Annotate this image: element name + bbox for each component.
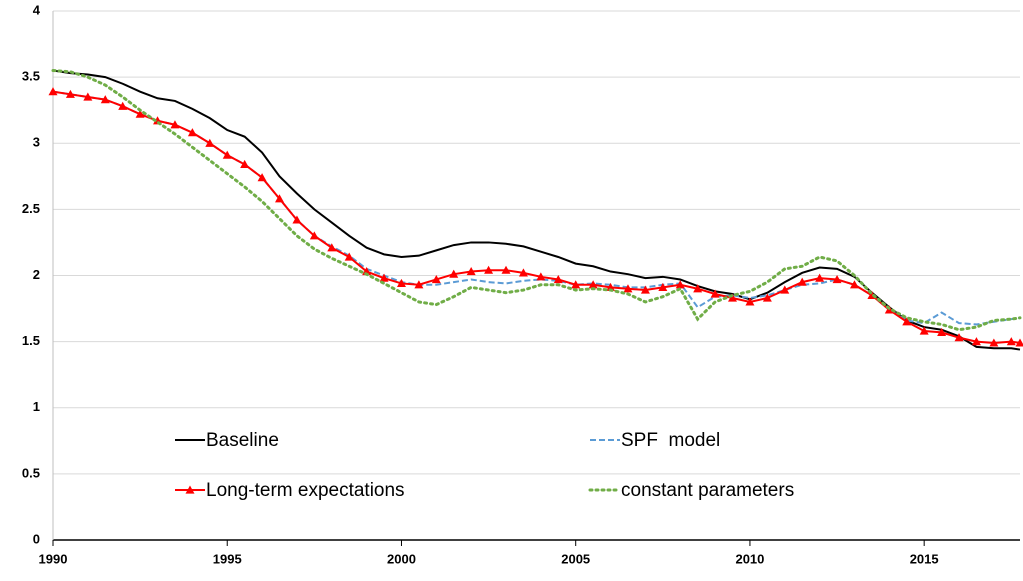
marker [606,282,616,292]
marker [379,273,389,282]
y-tick-label: 2 [33,267,40,282]
marker [937,327,947,336]
marker [466,267,476,276]
series-line [52,90,1021,344]
marker [118,101,128,110]
y-tick-label: 4 [33,2,41,17]
marker [571,280,581,289]
marker [623,284,633,293]
marker [292,215,302,224]
marker [745,297,755,306]
marker [257,173,267,182]
legend-label: Baseline [206,430,279,451]
marker [588,280,598,289]
x-tick-label: 2015 [910,551,939,566]
y-tick-label: 0.5 [22,465,40,480]
series-line [52,90,1021,326]
marker [1015,338,1023,347]
legend-label: constant parameters [621,480,794,501]
marker [902,317,912,326]
marker [849,280,859,289]
marker [222,150,232,159]
marker [780,285,790,294]
legend-marker [185,485,195,494]
y-tick-label: 1 [33,399,40,414]
marker [658,282,668,292]
series-line [52,69,1021,351]
marker [170,120,180,129]
marker [344,252,354,261]
marker [484,265,494,274]
y-tick-label: 2.5 [22,201,40,216]
marker [518,268,528,277]
marker [1006,337,1016,346]
marker [797,277,807,286]
y-tick-label: 3.5 [22,69,40,84]
marker [989,338,999,347]
marker [187,128,197,137]
marker [954,333,964,342]
marker [971,337,981,346]
x-tick-label: 2005 [561,551,590,566]
legend-label: SPF model [621,430,720,451]
marker [414,280,424,289]
marker [100,95,110,104]
marker [536,272,546,281]
marker [309,231,319,240]
series-line [51,69,1022,332]
y-tick-label: 0 [33,531,40,546]
marker [832,274,842,284]
marker [431,274,441,284]
y-tick-label: 3 [33,135,40,150]
marker [501,265,511,274]
marker [728,293,738,302]
marker [65,89,75,98]
marker [640,285,650,294]
marker [135,109,145,118]
marker [327,243,337,252]
x-tick-label: 2000 [387,551,416,566]
marker [83,92,93,101]
x-tick-label: 1995 [213,551,242,566]
marker [710,289,720,298]
marker [762,293,772,302]
x-tick-label: 1990 [39,551,68,566]
marker [693,284,703,293]
marker [675,280,685,289]
y-tick-label: 1.5 [22,333,40,348]
marker [919,326,929,335]
marker [396,278,406,288]
marker [240,159,250,169]
marker [553,274,563,284]
x-tick-label: 2010 [735,551,764,566]
marker [205,138,215,147]
marker [449,269,459,278]
marker [275,194,285,203]
marker [815,273,825,282]
legend-label: Long-term expectations [206,480,405,501]
marker [48,87,58,96]
